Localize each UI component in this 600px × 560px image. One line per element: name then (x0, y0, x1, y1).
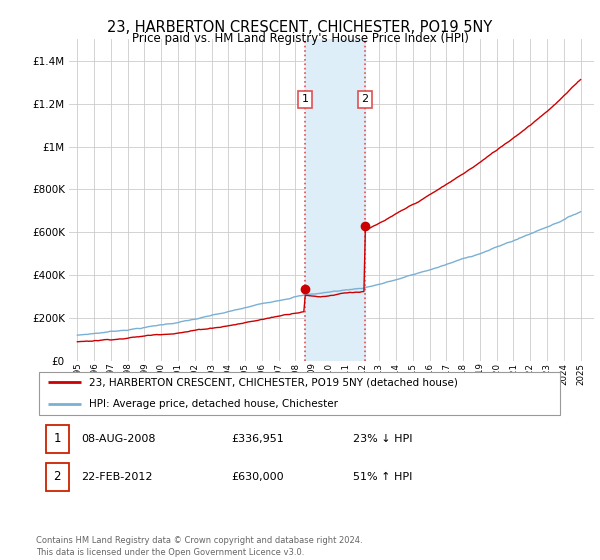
Text: £336,951: £336,951 (232, 434, 284, 444)
Text: HPI: Average price, detached house, Chichester: HPI: Average price, detached house, Chic… (89, 399, 338, 409)
Text: 23% ↓ HPI: 23% ↓ HPI (353, 434, 412, 444)
Text: £630,000: £630,000 (232, 472, 284, 482)
Text: 22-FEB-2012: 22-FEB-2012 (81, 472, 152, 482)
Text: 23, HARBERTON CRESCENT, CHICHESTER, PO19 5NY (detached house): 23, HARBERTON CRESCENT, CHICHESTER, PO19… (89, 377, 458, 388)
Text: 08-AUG-2008: 08-AUG-2008 (81, 434, 155, 444)
Text: 51% ↑ HPI: 51% ↑ HPI (353, 472, 412, 482)
Text: 2: 2 (361, 94, 368, 104)
Bar (305, 39, 365, 361)
FancyBboxPatch shape (46, 463, 69, 491)
Text: 1: 1 (302, 94, 308, 104)
Text: Price paid vs. HM Land Registry's House Price Index (HPI): Price paid vs. HM Land Registry's House … (131, 32, 469, 45)
FancyBboxPatch shape (46, 425, 69, 452)
Text: Contains HM Land Registry data © Crown copyright and database right 2024.
This d: Contains HM Land Registry data © Crown c… (36, 536, 362, 557)
Text: 1: 1 (53, 432, 61, 445)
Text: 2: 2 (53, 470, 61, 483)
Text: 23, HARBERTON CRESCENT, CHICHESTER, PO19 5NY: 23, HARBERTON CRESCENT, CHICHESTER, PO19… (107, 20, 493, 35)
FancyBboxPatch shape (38, 372, 560, 415)
